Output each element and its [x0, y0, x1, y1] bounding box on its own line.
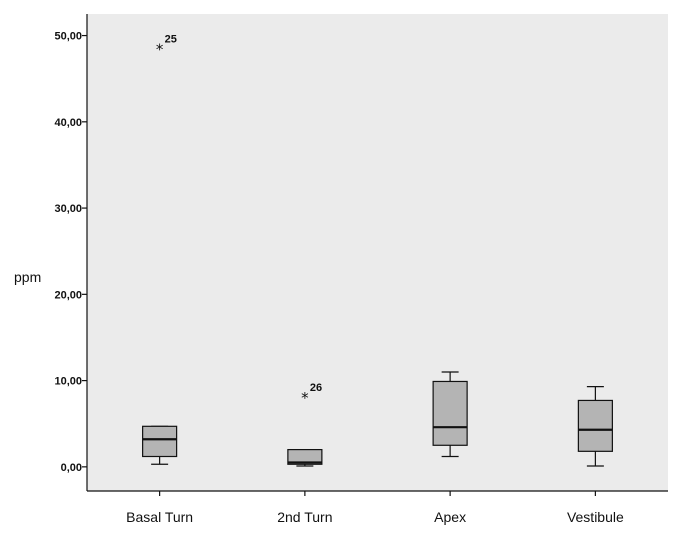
iqr-box — [432, 380, 468, 446]
outlier-marker: * — [156, 41, 164, 59]
iqr-box — [142, 425, 178, 458]
iqr-box — [287, 448, 323, 465]
box-apex — [432, 371, 468, 458]
y-tick-label: 40,00 — [54, 117, 82, 129]
plot-area — [87, 14, 668, 491]
box-basal-turn: *25 — [142, 34, 178, 465]
y-axis-title: ppm — [14, 269, 41, 285]
y-tick-label: 0,00 — [61, 462, 82, 474]
iqr-box — [577, 399, 613, 452]
outlier-label: 25 — [165, 34, 177, 46]
x-tick-label: Basal Turn — [126, 509, 193, 525]
box-vestibule — [577, 386, 613, 467]
x-tick-label: 2nd Turn — [277, 509, 332, 525]
x-tick-label: Vestibule — [567, 509, 624, 525]
outlier-label: 26 — [310, 382, 322, 394]
outlier-marker: * — [301, 389, 309, 407]
y-tick-label: 50,00 — [54, 31, 82, 43]
y-tick-label: 30,00 — [54, 203, 82, 215]
y-tick-label: 10,00 — [54, 376, 82, 388]
y-axis: 0,00 10,00 20,00 30,00 40,00 50,00 — [54, 14, 88, 491]
x-axis: Basal Turn 2nd Turn Apex Vestibule — [87, 490, 668, 525]
boxes: *25*26 — [142, 34, 613, 467]
y-tick-label: 20,00 — [54, 289, 82, 301]
x-tick-label: Apex — [434, 509, 466, 525]
box-2nd-turn: *26 — [287, 382, 323, 467]
